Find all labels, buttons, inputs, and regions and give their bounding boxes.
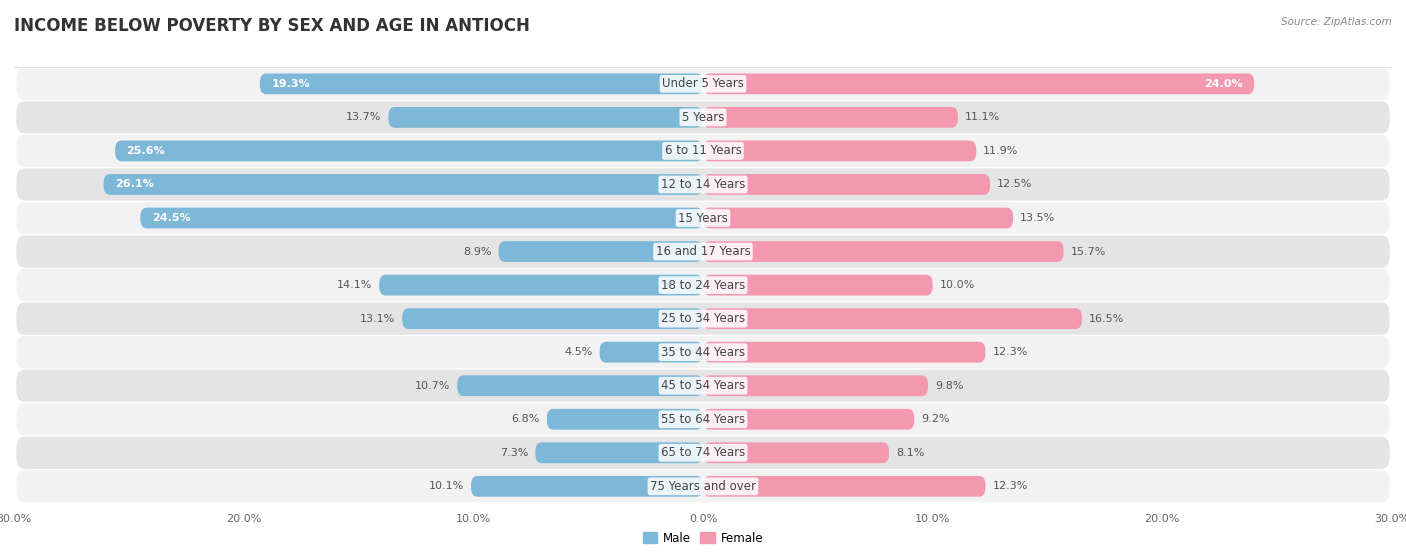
Legend: Male, Female: Male, Female bbox=[638, 527, 768, 549]
FancyBboxPatch shape bbox=[703, 207, 1012, 229]
Text: 65 to 74 Years: 65 to 74 Years bbox=[661, 446, 745, 459]
Text: 8.9%: 8.9% bbox=[463, 247, 492, 257]
Text: 13.1%: 13.1% bbox=[360, 314, 395, 324]
Text: 24.0%: 24.0% bbox=[1204, 79, 1243, 89]
FancyBboxPatch shape bbox=[703, 476, 986, 497]
FancyBboxPatch shape bbox=[17, 135, 1389, 167]
FancyBboxPatch shape bbox=[402, 308, 703, 329]
FancyBboxPatch shape bbox=[17, 168, 1389, 201]
Text: 13.5%: 13.5% bbox=[1019, 213, 1054, 223]
FancyBboxPatch shape bbox=[115, 140, 703, 162]
FancyBboxPatch shape bbox=[703, 442, 889, 463]
Text: 13.7%: 13.7% bbox=[346, 112, 381, 122]
FancyBboxPatch shape bbox=[471, 476, 703, 497]
FancyBboxPatch shape bbox=[457, 375, 703, 396]
Text: 55 to 64 Years: 55 to 64 Years bbox=[661, 413, 745, 426]
FancyBboxPatch shape bbox=[17, 68, 1389, 100]
Text: 12.3%: 12.3% bbox=[993, 481, 1028, 491]
FancyBboxPatch shape bbox=[17, 235, 1389, 268]
FancyBboxPatch shape bbox=[703, 342, 986, 363]
Text: 45 to 54 Years: 45 to 54 Years bbox=[661, 379, 745, 392]
Text: 35 to 44 Years: 35 to 44 Years bbox=[661, 345, 745, 359]
FancyBboxPatch shape bbox=[104, 174, 703, 195]
Text: 11.9%: 11.9% bbox=[983, 146, 1018, 156]
FancyBboxPatch shape bbox=[17, 369, 1389, 402]
Text: 15 Years: 15 Years bbox=[678, 211, 728, 225]
Text: Under 5 Years: Under 5 Years bbox=[662, 77, 744, 91]
FancyBboxPatch shape bbox=[499, 241, 703, 262]
Text: 10.0%: 10.0% bbox=[939, 280, 974, 290]
FancyBboxPatch shape bbox=[703, 375, 928, 396]
FancyBboxPatch shape bbox=[17, 269, 1389, 301]
Text: 12.5%: 12.5% bbox=[997, 179, 1032, 190]
Text: 19.3%: 19.3% bbox=[271, 79, 309, 89]
Text: 16 and 17 Years: 16 and 17 Years bbox=[655, 245, 751, 258]
FancyBboxPatch shape bbox=[547, 409, 703, 430]
FancyBboxPatch shape bbox=[703, 140, 976, 162]
Text: 24.5%: 24.5% bbox=[152, 213, 190, 223]
Text: 10.7%: 10.7% bbox=[415, 381, 450, 391]
Text: INCOME BELOW POVERTY BY SEX AND AGE IN ANTIOCH: INCOME BELOW POVERTY BY SEX AND AGE IN A… bbox=[14, 17, 530, 35]
Text: Source: ZipAtlas.com: Source: ZipAtlas.com bbox=[1281, 17, 1392, 27]
Text: 5 Years: 5 Years bbox=[682, 111, 724, 124]
Text: 7.3%: 7.3% bbox=[501, 448, 529, 458]
FancyBboxPatch shape bbox=[599, 342, 703, 363]
FancyBboxPatch shape bbox=[17, 470, 1389, 503]
FancyBboxPatch shape bbox=[388, 107, 703, 128]
FancyBboxPatch shape bbox=[703, 241, 1063, 262]
Text: 6 to 11 Years: 6 to 11 Years bbox=[665, 144, 741, 158]
Text: 9.2%: 9.2% bbox=[921, 414, 949, 424]
FancyBboxPatch shape bbox=[17, 302, 1389, 335]
Text: 15.7%: 15.7% bbox=[1070, 247, 1105, 257]
FancyBboxPatch shape bbox=[17, 336, 1389, 368]
FancyBboxPatch shape bbox=[17, 437, 1389, 469]
FancyBboxPatch shape bbox=[260, 73, 703, 94]
Text: 18 to 24 Years: 18 to 24 Years bbox=[661, 278, 745, 292]
Text: 9.8%: 9.8% bbox=[935, 381, 963, 391]
Text: 4.5%: 4.5% bbox=[564, 347, 593, 357]
FancyBboxPatch shape bbox=[380, 274, 703, 296]
FancyBboxPatch shape bbox=[17, 101, 1389, 134]
FancyBboxPatch shape bbox=[703, 174, 990, 195]
FancyBboxPatch shape bbox=[703, 308, 1083, 329]
Text: 26.1%: 26.1% bbox=[115, 179, 153, 190]
FancyBboxPatch shape bbox=[703, 73, 1254, 94]
Text: 10.1%: 10.1% bbox=[429, 481, 464, 491]
FancyBboxPatch shape bbox=[141, 207, 703, 229]
FancyBboxPatch shape bbox=[703, 107, 957, 128]
Text: 11.1%: 11.1% bbox=[965, 112, 1000, 122]
FancyBboxPatch shape bbox=[536, 442, 703, 463]
FancyBboxPatch shape bbox=[17, 202, 1389, 234]
Text: 25 to 34 Years: 25 to 34 Years bbox=[661, 312, 745, 325]
FancyBboxPatch shape bbox=[703, 409, 914, 430]
Text: 12.3%: 12.3% bbox=[993, 347, 1028, 357]
Text: 75 Years and over: 75 Years and over bbox=[650, 480, 756, 493]
FancyBboxPatch shape bbox=[703, 274, 932, 296]
Text: 6.8%: 6.8% bbox=[512, 414, 540, 424]
Text: 12 to 14 Years: 12 to 14 Years bbox=[661, 178, 745, 191]
FancyBboxPatch shape bbox=[17, 403, 1389, 435]
Text: 8.1%: 8.1% bbox=[896, 448, 924, 458]
Text: 16.5%: 16.5% bbox=[1088, 314, 1123, 324]
Text: 25.6%: 25.6% bbox=[127, 146, 166, 156]
Text: 14.1%: 14.1% bbox=[337, 280, 373, 290]
